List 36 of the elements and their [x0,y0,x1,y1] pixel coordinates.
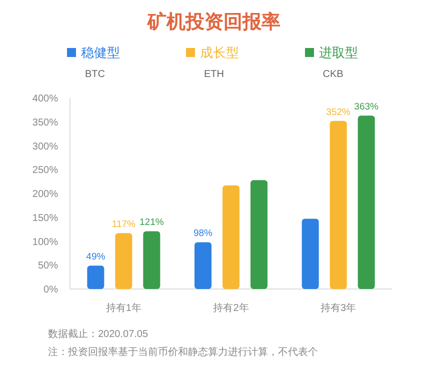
bar [115,233,132,289]
y-tick-label: 400% [32,94,58,104]
bar [330,120,347,289]
text: 数据截止：2020.07.05 [48,328,148,340]
x-tick-label: 持有3年 [320,302,356,314]
y-tick-label: 300% [32,141,58,152]
y-tick-label: 0% [44,284,58,296]
data-label: 121% [140,217,164,228]
data-label: 98% [193,228,214,240]
bar [250,180,268,289]
text: CKB [322,69,344,80]
data-label: 352% [326,106,352,118]
text: 注：投资回报率基于当前币价和静态算力进行计算，不代表个 [48,346,318,358]
bar [143,231,160,289]
bar [222,185,240,289]
data-label: 117% [112,219,136,230]
y-tick-label: 250% [32,165,58,176]
y-tick-label: 100% [32,236,58,248]
text: ETH [204,69,224,80]
bar [302,218,319,289]
legend-label: 成长型 [200,45,239,60]
y-tick-label: 50% [38,260,58,272]
legend-label: 稳健型 [81,45,120,60]
bar [194,242,212,289]
x-tick-label: 持有2年 [213,302,249,314]
data-label: 49% [86,252,106,263]
text: BTC [85,69,105,80]
bar [358,116,375,289]
y-tick-label: 150% [32,212,58,224]
y-tick-label: 350% [32,117,58,128]
legend-label: 进取型 [319,45,358,60]
chart-title: 矿机投资回报率 [146,11,280,33]
x-tick-label: 持有1年 [106,302,142,314]
data-label: 363% [354,102,380,113]
bar [87,266,104,289]
y-tick-label: 200% [32,189,58,200]
